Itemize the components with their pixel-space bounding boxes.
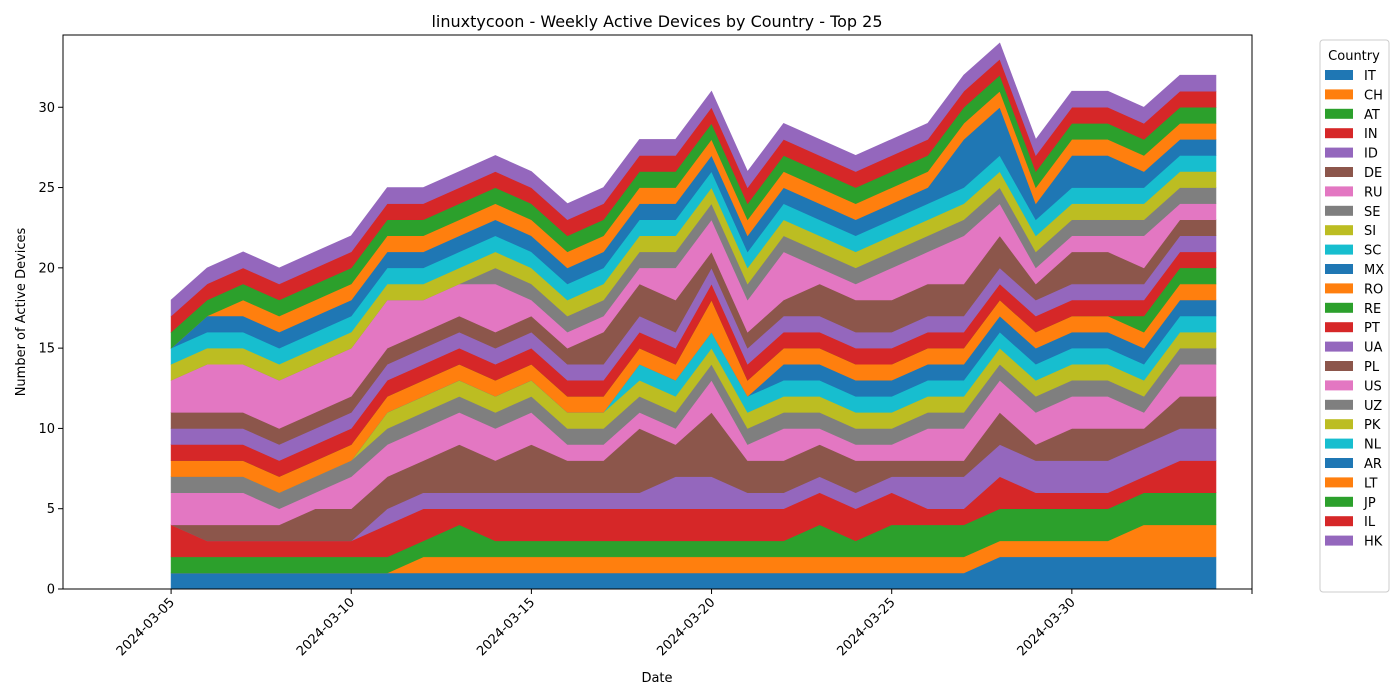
x-tick-label: 2024-03-05 — [114, 595, 178, 659]
y-tick-label: 25 — [38, 181, 55, 196]
legend-swatch-pl — [1325, 361, 1353, 371]
legend-label-si: SI — [1364, 224, 1376, 239]
legend-label-nl: NL — [1364, 438, 1382, 453]
legend-swatch-il — [1325, 516, 1353, 527]
legend-swatch-it — [1325, 70, 1353, 80]
legend-swatch-ru — [1325, 186, 1353, 197]
x-tick-label: 2024-03-15 — [474, 595, 538, 659]
legend: Country IT CH AT IN ID DE RU SE SI SC MX RO RE PT UA PL… — [1319, 39, 1390, 593]
y-tick-label: 10 — [38, 422, 55, 437]
legend-label-lt: LT — [1364, 476, 1377, 491]
legend-label-sc: SC — [1364, 244, 1381, 259]
legend-label-mx: MX — [1364, 263, 1384, 278]
legend-label-jp: JP — [1363, 496, 1376, 511]
legend-label-uz: UZ — [1364, 399, 1382, 414]
legend-swatch-mx — [1325, 264, 1353, 274]
x-axis: 2024-03-05 2024-03-10 2024-03-15 2024-03-20… — [114, 589, 1253, 659]
legend-swatch-ro — [1325, 283, 1353, 294]
legend-label-pk: PK — [1364, 418, 1381, 433]
legend-swatch-ua — [1325, 341, 1353, 352]
legend-swatch-at — [1325, 108, 1353, 119]
legend-label-it: IT — [1364, 69, 1376, 84]
plot-frame — [62, 34, 1253, 590]
y-tick-label: 0 — [47, 583, 55, 598]
legend-label-de: DE — [1364, 166, 1382, 181]
legend-swatch-lt — [1325, 477, 1353, 488]
legend-label-ch: CH — [1364, 88, 1383, 103]
y-axis-label: Number of Active Devices — [14, 227, 29, 396]
legend-label-ua: UA — [1364, 341, 1383, 356]
legend-label-id: ID — [1364, 147, 1378, 162]
legend-swatch-jp — [1325, 496, 1353, 507]
legend-swatch-pt — [1325, 322, 1353, 333]
area-layers — [170, 42, 1217, 590]
legend-label-pt: PT — [1364, 321, 1380, 336]
legend-label-us: US — [1364, 379, 1382, 394]
legend-swatch-hk — [1325, 535, 1353, 546]
y-tick-label: 15 — [38, 342, 55, 357]
legend-swatch-ar — [1325, 458, 1353, 468]
area-hk — [170, 42, 1217, 317]
legend-label-ro: RO — [1364, 282, 1383, 297]
legend-swatch-de — [1325, 167, 1353, 177]
legend-swatch-si — [1325, 225, 1353, 236]
legend-label-il: IL — [1364, 515, 1376, 530]
legend-swatch-se — [1325, 205, 1353, 216]
chart-title: linuxtycoon - Weekly Active Devices by C… — [431, 12, 882, 31]
legend-label-at: AT — [1364, 108, 1380, 123]
legend-items: IT CH AT IN ID DE RU SE SI SC MX RO RE PT UA PL US UZ PK NL… — [1325, 69, 1384, 550]
legend-label-pl: PL — [1364, 360, 1380, 375]
y-tick-label: 5 — [47, 502, 55, 517]
legend-frame — [1319, 39, 1390, 593]
legend-swatch-id — [1325, 147, 1353, 158]
x-tick-label: 2024-03-20 — [654, 595, 718, 659]
x-axis-label: Date — [641, 671, 672, 686]
legend-label-hk: HK — [1364, 535, 1383, 550]
legend-label-se: SE — [1364, 205, 1380, 220]
legend-swatch-in — [1325, 128, 1353, 139]
y-tick-label: 30 — [38, 101, 55, 116]
legend-label-ar: AR — [1364, 457, 1382, 472]
legend-swatch-uz — [1325, 399, 1353, 410]
legend-swatch-pk — [1325, 419, 1353, 430]
legend-title: Country — [1328, 49, 1380, 64]
legend-swatch-sc — [1325, 244, 1353, 255]
legend-label-re: RE — [1364, 302, 1381, 317]
legend-swatch-re — [1325, 302, 1353, 313]
x-tick-label: 2024-03-30 — [1015, 595, 1079, 659]
legend-swatch-ch — [1325, 89, 1353, 100]
x-tick-label: 2024-03-25 — [834, 595, 898, 659]
legend-swatch-us — [1325, 380, 1353, 391]
y-tick-label: 20 — [38, 261, 55, 276]
legend-swatch-nl — [1325, 438, 1353, 449]
x-tick-label: 2024-03-10 — [294, 595, 358, 659]
legend-label-in: IN — [1364, 127, 1378, 142]
legend-label-ru: RU — [1364, 185, 1383, 200]
y-axis: 0 5 10 15 20 25 30 — [38, 101, 63, 598]
